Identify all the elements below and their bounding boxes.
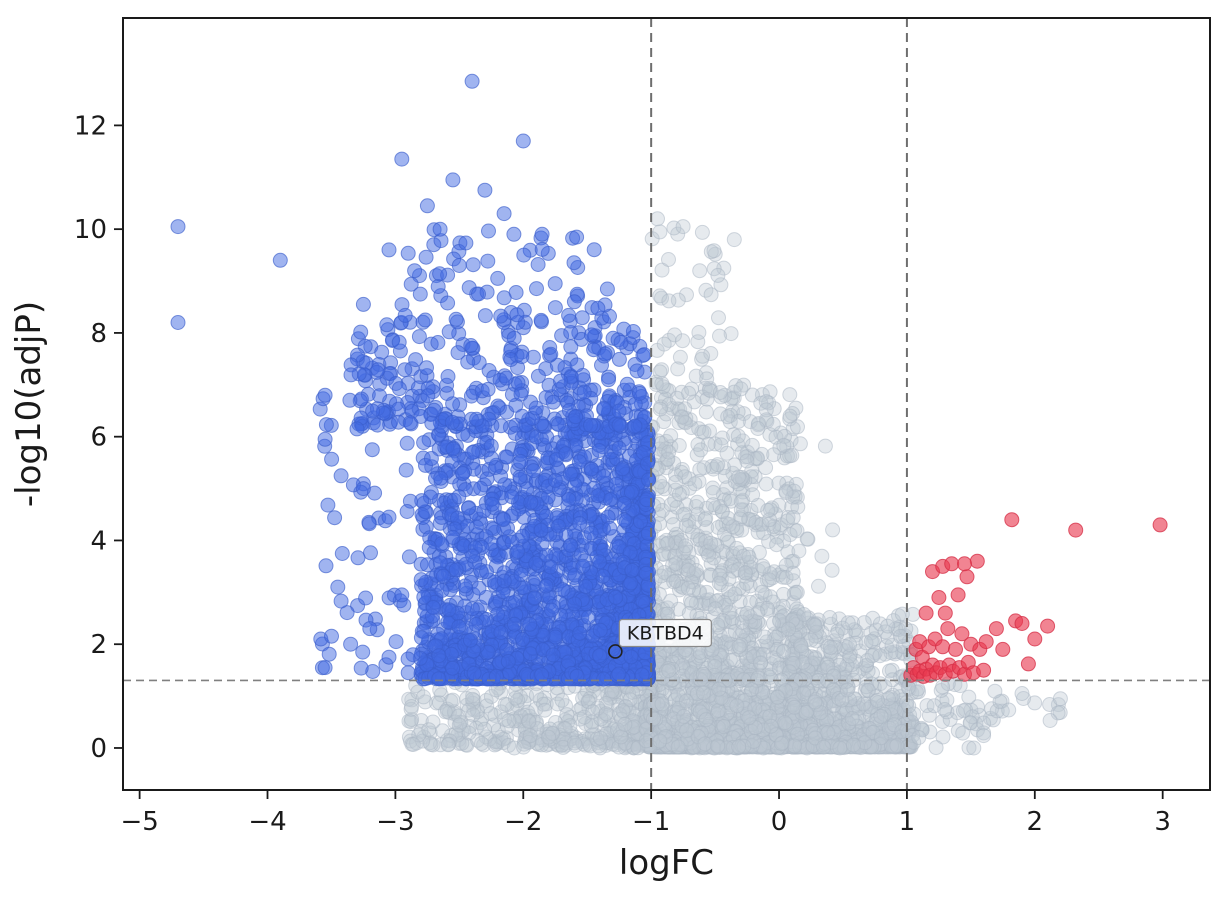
tick-label: 3 bbox=[1154, 807, 1171, 837]
tick-label: 10 bbox=[74, 215, 107, 245]
gene-annotation: KBTBD4 bbox=[608, 618, 712, 659]
tick-label: −5 bbox=[120, 807, 158, 837]
tick-label: −4 bbox=[248, 807, 286, 837]
tick-label: 12 bbox=[74, 111, 107, 141]
tick-label: 0 bbox=[90, 734, 107, 764]
tick-label: −1 bbox=[632, 807, 670, 837]
tick-label: 2 bbox=[90, 630, 107, 660]
threshold-lines bbox=[123, 18, 1210, 790]
tick-label: 2 bbox=[1027, 807, 1044, 837]
tick-label: −2 bbox=[504, 807, 542, 837]
scatter-points bbox=[170, 73, 1168, 756]
tick-label: 8 bbox=[90, 319, 107, 349]
tick-label: 0 bbox=[771, 807, 788, 837]
series-significant-down bbox=[170, 73, 657, 687]
tick-label: 1 bbox=[899, 807, 916, 837]
annotation-label: KBTBD4 bbox=[627, 622, 704, 644]
series-significant-up bbox=[903, 512, 1168, 684]
tick-label: 4 bbox=[90, 526, 107, 556]
tick-label: 6 bbox=[90, 423, 107, 453]
annotation-label-box bbox=[618, 618, 712, 648]
series-not-significant bbox=[401, 211, 1068, 756]
y-axis-label: -log10(adjP) bbox=[9, 301, 49, 507]
plot-border bbox=[122, 17, 1211, 791]
annotation-marker-icon bbox=[608, 644, 623, 659]
x-axis-label: logFC bbox=[619, 843, 714, 883]
tick-label: −3 bbox=[376, 807, 414, 837]
